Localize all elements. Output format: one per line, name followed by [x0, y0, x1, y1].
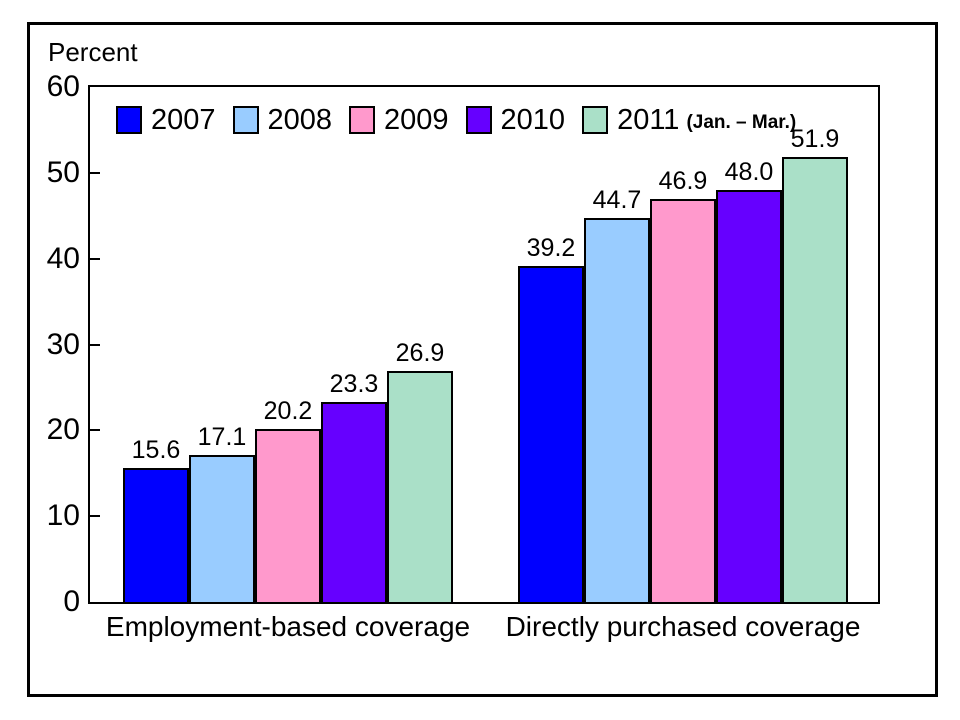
bar-2011-group1 — [387, 371, 453, 602]
y-tick-mark — [90, 257, 100, 260]
legend-label: 2010 — [500, 104, 566, 136]
y-tick-label: 30 — [46, 327, 80, 361]
category-label: Directly purchased coverage — [505, 611, 861, 642]
legend-swatch-2007 — [116, 106, 142, 134]
y-tick-mark — [90, 343, 100, 346]
legend-label: 2011 — [617, 104, 680, 136]
value-label: 17.1 — [197, 423, 247, 451]
bar-2008-group2 — [584, 218, 650, 602]
legend-swatch-2011 — [582, 106, 609, 134]
y-tick-mark — [90, 429, 100, 432]
legend-suffix: (Jan. – Mar.) — [686, 111, 797, 133]
bar-2010-group2 — [716, 190, 782, 602]
value-label: 26.9 — [395, 339, 445, 367]
legend-swatch-2010 — [465, 106, 492, 134]
value-label: 51.9 — [790, 125, 840, 153]
legend-label: 2009 — [384, 104, 449, 136]
y-tick-label: 0 — [63, 585, 80, 618]
value-label: 48.0 — [724, 158, 774, 186]
bar-2007-group1 — [123, 468, 189, 602]
legend-label: 2008 — [267, 104, 333, 136]
value-label: 46.9 — [658, 167, 708, 195]
y-tick-label: 40 — [46, 241, 80, 275]
legend-swatch-2009 — [349, 106, 376, 134]
y-tick-label: 50 — [46, 155, 80, 189]
category-label: Employment-based coverage — [105, 611, 471, 642]
value-label: 44.7 — [592, 186, 642, 214]
legend-item-2011: 2011 (Jan. – Mar.) — [582, 105, 796, 135]
bar-2007-group2 — [518, 266, 584, 602]
value-label: 20.2 — [263, 397, 313, 425]
legend-label: 2007 — [151, 104, 216, 136]
y-tick-mark — [90, 515, 100, 518]
value-label: 15.6 — [131, 436, 181, 464]
value-label: 39.2 — [526, 234, 576, 262]
y-tick-label: 60 — [46, 70, 80, 103]
legend-swatch-2008 — [232, 106, 259, 134]
bar-2011-group2 — [782, 157, 848, 602]
legend: 2007 2008 2009 2010 2011 (Jan. – Mar.) — [116, 105, 813, 135]
plot-area: 2007 2008 2009 2010 2011 (Jan. – Mar.) 15.6 39… — [88, 85, 880, 604]
y-axis-title: Percent — [48, 37, 138, 67]
value-label: 23.3 — [329, 370, 379, 398]
legend-item-2007: 2007 — [116, 105, 216, 135]
legend-item-2010: 2010 — [465, 104, 566, 136]
bar-2010-group1 — [321, 402, 387, 602]
legend-item-2008: 2008 — [232, 104, 333, 136]
y-tick-mark — [90, 171, 100, 174]
bar-2008-group1 — [189, 455, 255, 602]
bar-2009-group1 — [255, 429, 321, 602]
y-tick-label: 10 — [46, 499, 80, 533]
bar-2009-group2 — [650, 199, 716, 602]
legend-item-2009: 2009 — [349, 105, 449, 135]
y-tick-label: 20 — [46, 413, 80, 447]
